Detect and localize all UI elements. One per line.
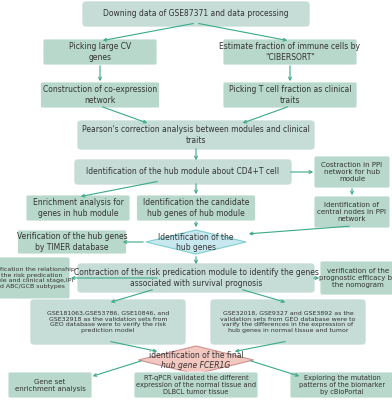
Text: Identification the candidate
hub genes of hub module: Identification the candidate hub genes o… (143, 198, 249, 218)
Text: verification of the
prognostic efficacy by
the nomogram: verification of the prognostic efficacy … (319, 268, 392, 288)
Text: hub gene FCER1G: hub gene FCER1G (162, 360, 230, 370)
Polygon shape (138, 346, 254, 374)
FancyBboxPatch shape (18, 230, 127, 254)
Text: Estimate fraction of immune cells by
"CIBERSORT": Estimate fraction of immune cells by "CI… (220, 42, 361, 62)
Polygon shape (146, 230, 246, 254)
Text: Identification of
central nodes in PPI
network: Identification of central nodes in PPI n… (318, 202, 387, 222)
Text: Identification of the: Identification of the (158, 232, 234, 242)
FancyBboxPatch shape (134, 372, 258, 398)
Text: Identification of the hub module about CD4+T cell: Identification of the hub module about C… (87, 168, 279, 176)
FancyBboxPatch shape (136, 195, 256, 221)
FancyBboxPatch shape (210, 299, 366, 345)
Text: Picking large CV
genes: Picking large CV genes (69, 42, 131, 62)
FancyBboxPatch shape (0, 257, 70, 299)
FancyBboxPatch shape (314, 196, 390, 228)
FancyBboxPatch shape (26, 195, 130, 221)
Text: Downing data of GSE87371 and data processing: Downing data of GSE87371 and data proces… (103, 10, 289, 18)
Text: Enrichment analysis for
genes in hub module: Enrichment analysis for genes in hub mod… (33, 198, 123, 218)
FancyBboxPatch shape (320, 261, 392, 295)
Text: Picking T cell fraction as clinical
traits: Picking T cell fraction as clinical trai… (229, 85, 351, 105)
FancyBboxPatch shape (40, 82, 160, 108)
Text: Verification of the hub genes
by TIMER database: Verification of the hub genes by TIMER d… (17, 232, 127, 252)
FancyBboxPatch shape (223, 39, 357, 65)
FancyBboxPatch shape (290, 372, 392, 398)
FancyBboxPatch shape (223, 82, 357, 108)
Text: RT-qPCR validated the different
expression of the normal tissue and
DLBCL tumor : RT-qPCR validated the different expressi… (136, 375, 256, 395)
FancyBboxPatch shape (77, 120, 315, 150)
Text: Contraction of the risk predication module to identify the genes
associated with: Contraction of the risk predication modu… (74, 268, 318, 288)
Text: Exploring the mutation
patterns of the biomarker
by cBioPortal: Exploring the mutation patterns of the b… (299, 375, 385, 395)
Text: identification of the final: identification of the final (149, 350, 243, 360)
FancyBboxPatch shape (30, 299, 186, 345)
FancyBboxPatch shape (77, 263, 315, 293)
FancyBboxPatch shape (43, 39, 157, 65)
FancyBboxPatch shape (74, 159, 292, 185)
Text: GSE32018, GSE9327 and GSE3892 as the
validation sets from GEO database were to
v: GSE32018, GSE9327 and GSE3892 as the val… (220, 311, 356, 333)
FancyBboxPatch shape (314, 156, 390, 188)
Text: hub genes: hub genes (176, 242, 216, 252)
Text: Costraction in PPI
network for hub
module: Costraction in PPI network for hub modul… (321, 162, 383, 182)
Text: Construction of co-expression
network: Construction of co-expression network (43, 85, 157, 105)
FancyBboxPatch shape (82, 1, 310, 27)
Text: Identification the relationship
of the risk predication
module and clinical stag: Identification the relationship of the r… (0, 267, 74, 289)
Text: GSE181063,GSE53786, GSE10846, and
GSE32918 as the validation sets from
GEO datab: GSE181063,GSE53786, GSE10846, and GSE329… (47, 311, 169, 333)
FancyBboxPatch shape (8, 372, 92, 398)
Text: Gene set
enrichment analysis: Gene set enrichment analysis (15, 378, 85, 392)
Text: Pearson's correction analysis between modules and clinical
traits: Pearson's correction analysis between mo… (82, 125, 310, 145)
